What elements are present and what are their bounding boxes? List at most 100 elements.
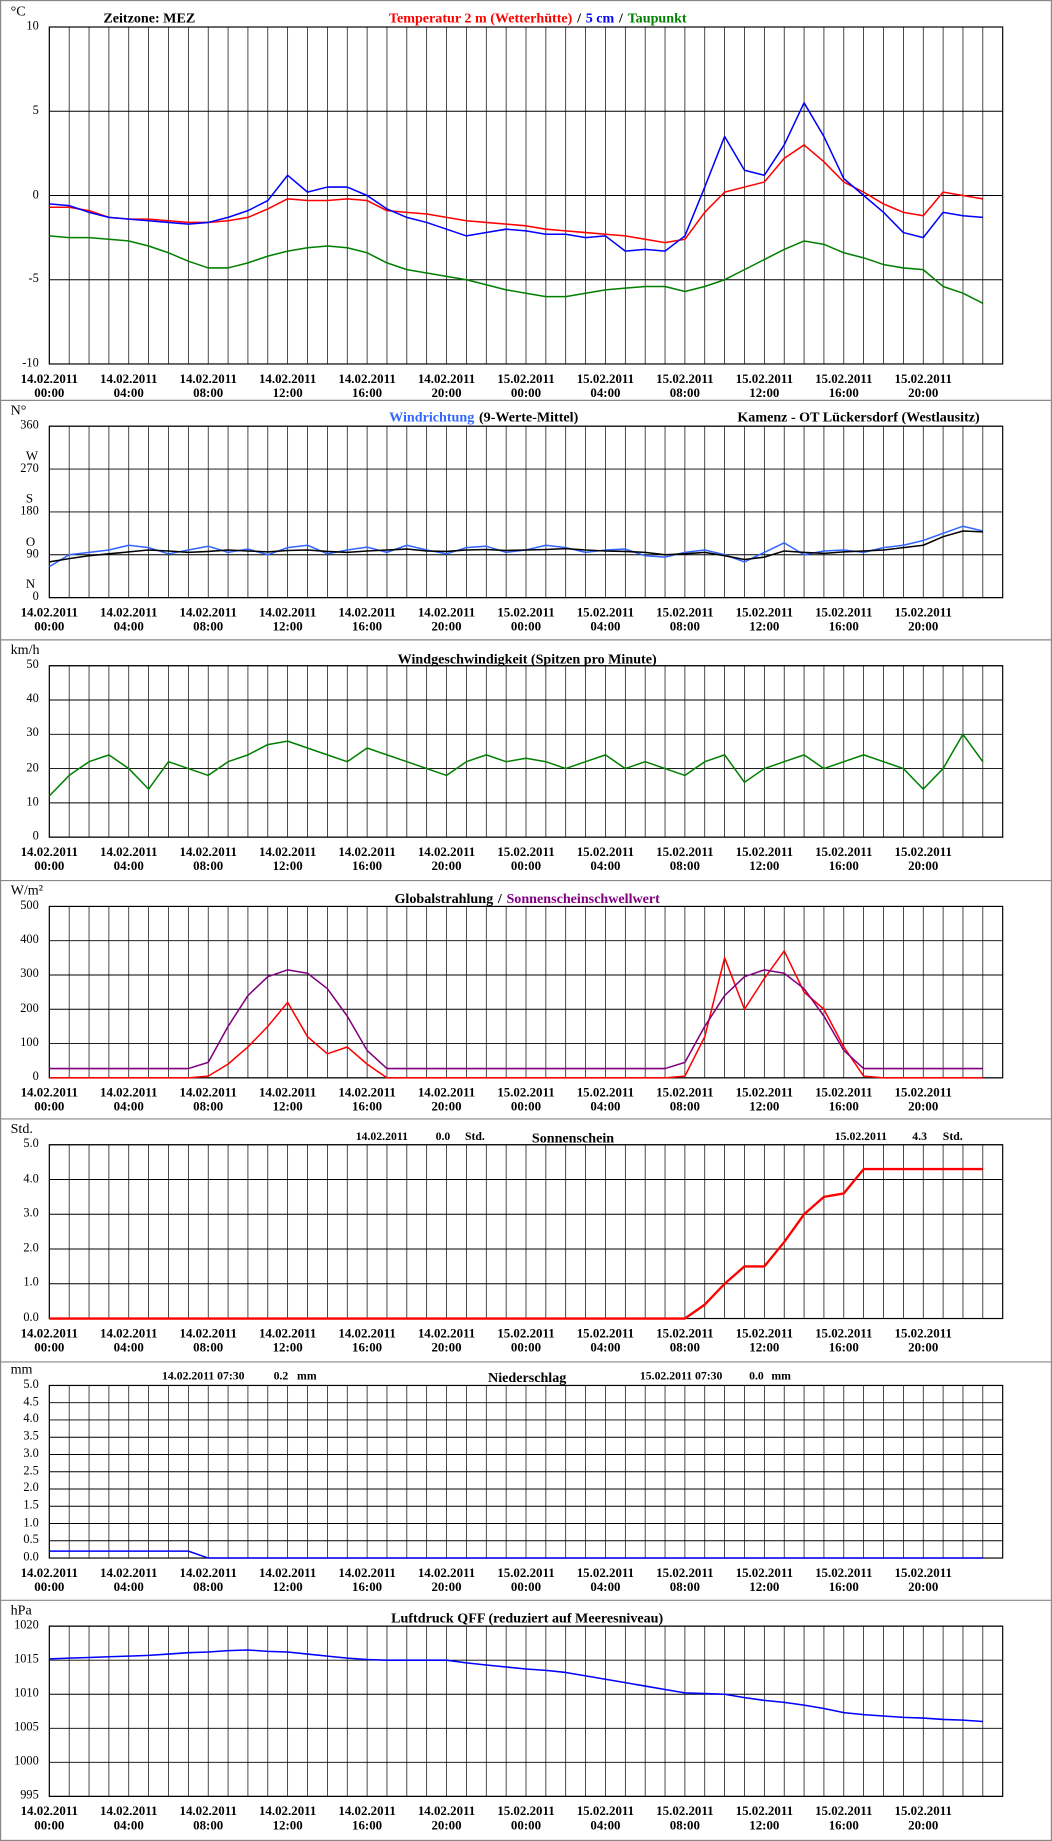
x-tick-label: 15.02.2011 00:00: [497, 372, 555, 401]
total-date: 15.02.2011: [834, 1130, 887, 1144]
x-tick-label: 15.02.2011 16:00: [815, 1326, 873, 1355]
total-value: 0.2: [273, 1370, 289, 1384]
x-tick-label: 14.02.2011 20:00: [417, 845, 476, 874]
plot-border: [48, 425, 1004, 599]
x-tick-label: 14.02.2011 08:00: [179, 372, 237, 401]
total-value: 0.0: [435, 1130, 451, 1144]
x-tick-label: 15.02.2011 16:00: [815, 1566, 873, 1595]
legend-entry: (9-Werte-Mittel): [478, 408, 579, 426]
chart-header: Niederschlag: [488, 1370, 566, 1384]
y-tick-label: 3.0: [23, 1447, 39, 1461]
x-tick-label: 15.02.2011 20:00: [894, 605, 952, 635]
x-tick-label: 15.02.2011 00:00: [497, 1086, 555, 1115]
x-tick-label: 15.02.2011 12:00: [735, 1566, 794, 1595]
x-tick-label: 14.02.2011 16:00: [338, 845, 396, 874]
y-tick-label: 360: [20, 419, 39, 433]
x-tick-label: 15.02.2011 12:00: [735, 1804, 794, 1833]
y-tick-label: 4.0: [23, 1412, 39, 1426]
y-axis-label: N°: [10, 401, 27, 418]
y-tick-label: 0.5: [23, 1533, 39, 1547]
series-line: [49, 102, 983, 252]
total-unit: Std.: [464, 1130, 485, 1144]
y-tick-label: 0: [32, 590, 39, 604]
x-tick-label: 14.02.2011 08:00: [179, 845, 237, 874]
x-tick-label: 15.02.2011 00:00: [497, 1804, 555, 1833]
x-tick-label: 15.02.2011 16:00: [815, 845, 873, 874]
x-tick-label: 15.02.2011 16:00: [815, 1086, 873, 1115]
x-tick-label: 14.02.2011 16:00: [338, 1804, 396, 1833]
legend-entry: Sonnenscheinschwellwert: [506, 889, 660, 907]
x-tick-label: 14.02.2011 20:00: [417, 1566, 476, 1595]
y-tick-label: 995: [20, 1789, 39, 1803]
x-tick-label: 14.02.2011 04:00: [100, 605, 158, 635]
x-tick-label: 15.02.2011 16:00: [815, 372, 873, 401]
x-tick-label: 14.02.2011 00:00: [20, 372, 79, 401]
y-tick-label: 4.5: [23, 1395, 39, 1409]
y-tick-label: 1.0: [23, 1276, 39, 1290]
series-line: [49, 969, 983, 1070]
y-tick-label: 5.0: [23, 1137, 39, 1151]
panel-separators: [0, 399, 1052, 1601]
x-tick-label: 15.02.2011 12:00: [735, 605, 794, 635]
y-tick-label: 30: [26, 727, 39, 741]
x-tick-label: 14.02.2011 16:00: [338, 372, 396, 401]
total-value: 0.0: [749, 1370, 764, 1384]
chart-header: Luftdruck QFF (reduziert auf Meeresnivea…: [391, 1611, 663, 1625]
y-tick-label: 50: [26, 658, 39, 672]
series-line: [48, 733, 984, 797]
y-tick-label: 1.5: [23, 1499, 39, 1513]
y-tick-label: 1015: [14, 1653, 39, 1667]
chart-subtitle: Kamenz - OT Lückersdorf (Westlausitz): [737, 408, 980, 426]
x-tick-label: 15.02.2011 08:00: [656, 1326, 714, 1355]
compass-label: S: [25, 491, 34, 507]
y-tick-label: 0.0: [23, 1550, 39, 1564]
x-tick-label: 15.02.2011 20:00: [894, 1326, 952, 1355]
y-tick-label: 4.0: [23, 1172, 39, 1186]
x-tick-label: 14.02.2011 04:00: [100, 845, 158, 874]
plot-border: [48, 1625, 1004, 1797]
y-tick-label: 1010: [14, 1687, 39, 1701]
y-tick-label: 10: [26, 795, 39, 809]
y-tick-label: 300: [20, 967, 39, 981]
x-tick-label: 15.02.2011 04:00: [576, 1086, 635, 1115]
x-tick-label: 14.02.2011 12:00: [258, 1566, 317, 1595]
plot-border: [48, 26, 1004, 365]
chart-header: Windrichtung (9-Werte-Mittel): [389, 410, 578, 424]
total-value: 4.3: [912, 1130, 927, 1144]
x-tick-label: 14.02.2011 00:00: [20, 1804, 79, 1833]
y-tick-label: 3.0: [23, 1207, 39, 1221]
y-axis-label: mm: [10, 1360, 33, 1378]
x-tick-label: 15.02.2011 04:00: [576, 372, 635, 401]
x-tick-label: 15.02.2011 12:00: [735, 1326, 794, 1355]
total-unit: mm: [297, 1370, 317, 1384]
x-tick-label: 15.02.2011 08:00: [656, 1086, 714, 1115]
annotation: Zeitzone: MEZ: [103, 9, 196, 26]
x-tick-label: 15.02.2011 08:00: [656, 605, 714, 635]
x-tick-label: 14.02.2011 20:00: [417, 605, 476, 635]
chart-header: Temperatur 2 m (Wetterhütte)/5 cm / Taupun…: [389, 11, 687, 25]
legend-entry: Globalstrahlung: [394, 889, 494, 907]
total-unit: mm: [771, 1370, 791, 1384]
y-axis-label: Std.: [10, 1120, 33, 1137]
x-tick-label: 14.02.2011 00:00: [20, 605, 79, 635]
x-tick-label: 14.02.2011 08:00: [179, 1566, 237, 1595]
x-tick-label: 14.02.2011 16:00: [338, 605, 396, 635]
x-tick-label: 14.02.2011 04:00: [100, 1804, 158, 1833]
y-tick-label: 2.0: [23, 1481, 39, 1495]
chart-header: Windgeschwindigkeit (Spitzen pro Minute): [398, 652, 657, 666]
compass-label: O: [25, 534, 36, 549]
x-tick-label: 14.02.2011 08:00: [179, 1326, 237, 1355]
y-tick-label: 1.0: [23, 1516, 39, 1530]
x-tick-label: 15.02.2011 04:00: [576, 1326, 635, 1355]
x-tick-label: 15.02.2011 20:00: [894, 1086, 952, 1115]
legend-entry: Windrichtung: [389, 408, 475, 426]
x-tick-label: 14.02.2011 20:00: [417, 1804, 476, 1833]
series-line: [49, 1649, 983, 1723]
legend-separator: /: [497, 889, 502, 907]
y-tick-label: 400: [20, 933, 39, 947]
x-tick-label: 14.02.2011 04:00: [100, 1086, 158, 1115]
x-tick-label: 15.02.2011 00:00: [497, 1326, 555, 1355]
x-tick-label: 14.02.2011 08:00: [179, 605, 237, 635]
